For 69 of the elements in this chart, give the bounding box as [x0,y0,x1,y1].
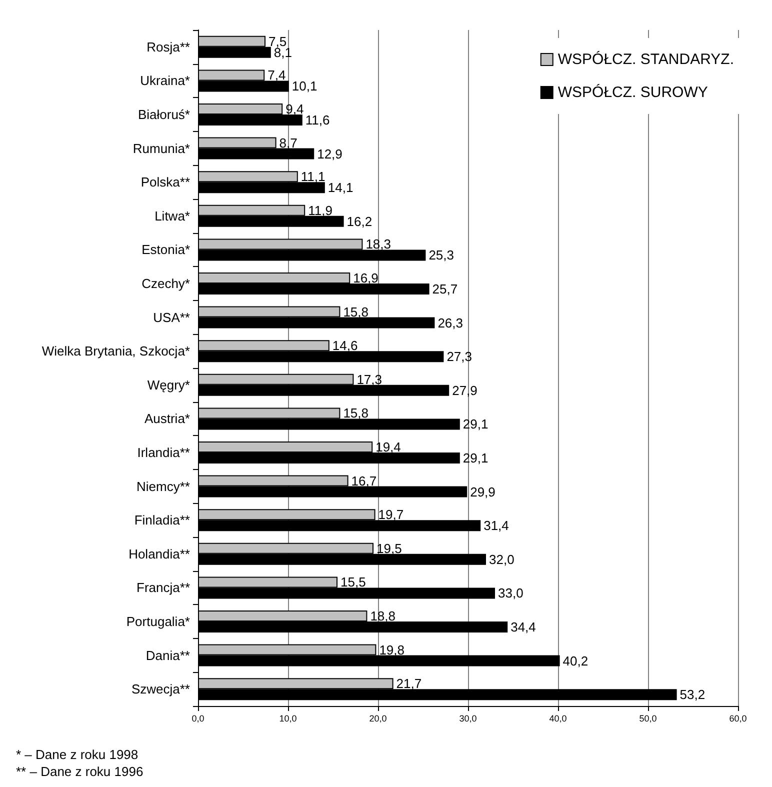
data-label: 32,0 [489,552,514,567]
legend-label: WSPÓŁCZ. STANDARYZ. [558,50,734,68]
y-tick-label: Francja** [136,580,190,596]
legend-label: WSPÓŁCZ. SUROWY [558,83,708,101]
y-tick-label: Portugalia* [126,614,190,629]
data-label: 27,9 [452,382,478,398]
data-label: 31,4 [484,518,509,534]
data-label: 16,7 [351,473,377,488]
data-label: 11,1 [300,169,326,184]
data-label: 18,3 [366,236,392,252]
x-tick-label: 40,0 [549,714,567,724]
data-label: 15,5 [340,574,366,590]
y-tick-label: Czechy* [142,276,190,291]
data-label: 53,2 [680,687,706,702]
x-tick-label: 0,0 [192,714,204,724]
text: * – Dane z roku 1998 [16,747,138,762]
y-tick-label: Węgry* [147,377,190,392]
y-tick-label: Holandia** [128,546,190,562]
data-label: 7,4 [268,68,286,83]
data-label: 19,8 [379,642,405,658]
x-tick-label: 30,0 [459,714,477,724]
x-tick-label: 10,0 [279,714,297,724]
data-label: 26,3 [438,315,464,330]
data-label: 33,0 [498,586,524,601]
y-tick-label: Ukraina* [140,73,190,88]
y-tick-label: Austria* [144,411,190,426]
data-label: 15,8 [343,304,369,320]
y-tick-label: Niemcy** [136,478,190,494]
y-tick-label: USA** [153,310,190,325]
x-tick-label: 60,0 [729,714,747,724]
data-label: 14,6 [332,338,358,354]
data-label: 29,1 [462,450,488,466]
text: ** – Dane z roku 1996 [16,764,144,779]
data-label: 16,9 [353,270,378,286]
data-label: 19,5 [376,540,402,556]
data-label: 10,1 [292,78,318,94]
data-label: 25,3 [428,248,454,263]
data-label: 21,7 [396,676,422,692]
y-tick-label: Białoruś* [138,107,190,122]
data-label: 16,2 [346,214,372,229]
y-tick-label: Finladia** [134,512,190,528]
data-label: 14,1 [328,180,354,196]
y-tick-label: Wielka Brytania, Szkocja* [42,344,190,359]
data-label: 29,9 [470,484,496,500]
x-tick-label: 50,0 [639,714,657,724]
data-label: 25,7 [432,282,458,296]
data-label: 19,4 [376,440,401,454]
data-label: 18,8 [370,608,396,624]
data-label: 15,8 [343,406,369,421]
y-tick-label: Estonia* [142,242,190,258]
data-label: 27,3 [446,349,472,364]
data-label: 11,9 [308,202,332,218]
data-label: 9,4 [286,102,304,116]
data-label: 8,7 [279,135,298,150]
y-tick-label: Rosja** [146,39,190,54]
data-label: 34,4 [510,620,536,634]
data-label: 17,3 [356,372,382,387]
data-label: 12,9 [317,146,342,162]
data-label: 11,6 [305,112,330,128]
data-label: 40,2 [562,653,588,668]
x-tick-label: 20,0 [369,714,387,724]
y-tick-label: Rumunia* [132,140,190,156]
y-tick-label: Szwecja** [131,682,190,697]
data-label: 29,1 [462,416,488,432]
y-tick-label: Dania** [146,648,190,663]
y-tick-label: Litwa* [154,208,190,224]
y-tick-label: Polska** [140,174,190,190]
y-tick-label: Irlandia** [137,445,190,460]
data-label: 19,7 [378,507,404,522]
